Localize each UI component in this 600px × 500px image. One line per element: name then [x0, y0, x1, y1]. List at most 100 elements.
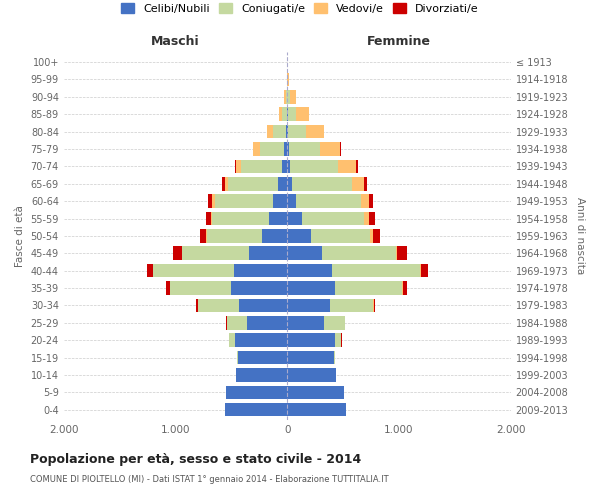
Bar — [212, 194, 215, 208]
Bar — [373, 229, 380, 242]
Bar — [182, 246, 249, 260]
Bar — [287, 351, 334, 364]
Bar — [395, 246, 397, 260]
Bar — [287, 177, 292, 190]
Bar — [421, 264, 428, 278]
Bar — [286, 90, 287, 104]
Bar — [296, 194, 361, 208]
Bar — [207, 229, 262, 242]
Bar — [287, 125, 288, 138]
Bar — [287, 368, 337, 382]
Bar — [287, 334, 335, 347]
Bar — [287, 72, 289, 86]
Bar — [420, 264, 421, 278]
Bar — [369, 212, 375, 226]
Bar — [267, 125, 273, 138]
Bar — [397, 246, 407, 260]
Bar — [233, 264, 287, 278]
Bar — [262, 229, 287, 242]
Bar — [224, 177, 228, 190]
Bar — [288, 108, 296, 121]
Bar — [283, 108, 287, 121]
Y-axis label: Anni di nascita: Anni di nascita — [575, 198, 585, 274]
Bar — [364, 177, 367, 190]
Text: Maschi: Maschi — [151, 35, 200, 48]
Bar — [287, 282, 335, 295]
Bar — [352, 177, 364, 190]
Bar — [287, 142, 289, 156]
Y-axis label: Fasce di età: Fasce di età — [15, 205, 25, 267]
Bar — [260, 142, 284, 156]
Bar — [338, 160, 356, 173]
Bar — [292, 177, 352, 190]
Bar — [369, 194, 373, 208]
Bar — [287, 229, 311, 242]
Bar — [198, 298, 239, 312]
Bar — [235, 334, 287, 347]
Bar — [311, 229, 370, 242]
Bar — [288, 125, 306, 138]
Bar — [235, 160, 236, 173]
Bar — [208, 194, 212, 208]
Bar — [287, 194, 296, 208]
Bar — [215, 194, 273, 208]
Bar — [273, 194, 287, 208]
Bar — [239, 298, 287, 312]
Bar — [247, 316, 287, 330]
Bar — [296, 108, 309, 121]
Bar — [226, 386, 287, 399]
Bar — [287, 386, 344, 399]
Bar — [287, 90, 290, 104]
Bar — [324, 316, 345, 330]
Bar — [146, 264, 153, 278]
Bar — [340, 142, 341, 156]
Bar — [287, 264, 332, 278]
Bar — [289, 142, 320, 156]
Bar — [370, 229, 373, 242]
Text: COMUNE DI PIOLTELLO (MI) - Dati ISTAT 1° gennaio 2014 - Elaborazione TUTTITALIA.: COMUNE DI PIOLTELLO (MI) - Dati ISTAT 1°… — [30, 475, 389, 484]
Bar — [361, 194, 369, 208]
Bar — [236, 160, 241, 173]
Bar — [302, 212, 364, 226]
Bar — [306, 125, 324, 138]
Bar — [356, 160, 358, 173]
Bar — [284, 90, 286, 104]
Bar — [335, 282, 403, 295]
Bar — [236, 368, 287, 382]
Bar — [153, 264, 233, 278]
Bar — [238, 351, 287, 364]
Bar — [287, 212, 302, 226]
Bar — [173, 246, 182, 260]
Bar — [290, 160, 338, 173]
Bar — [223, 177, 224, 190]
Bar — [320, 142, 340, 156]
Bar — [332, 264, 420, 278]
Bar — [278, 177, 287, 190]
Bar — [374, 298, 375, 312]
Bar — [287, 298, 330, 312]
Bar — [206, 229, 207, 242]
Bar — [196, 298, 198, 312]
Bar — [287, 316, 324, 330]
Bar — [269, 212, 287, 226]
Bar — [334, 351, 335, 364]
Bar — [322, 246, 395, 260]
Bar — [287, 403, 346, 416]
Bar — [170, 282, 232, 295]
Bar — [200, 229, 206, 242]
Bar — [206, 212, 211, 226]
Bar — [403, 282, 407, 295]
Bar — [228, 177, 278, 190]
Bar — [212, 212, 269, 226]
Bar — [224, 403, 287, 416]
Bar — [281, 160, 287, 173]
Bar — [284, 142, 287, 156]
Bar — [287, 246, 322, 260]
Bar — [335, 334, 341, 347]
Bar — [286, 125, 287, 138]
Text: Femmine: Femmine — [367, 35, 431, 48]
Bar — [249, 246, 287, 260]
Bar — [364, 212, 369, 226]
Bar — [229, 334, 235, 347]
Bar — [253, 142, 260, 156]
